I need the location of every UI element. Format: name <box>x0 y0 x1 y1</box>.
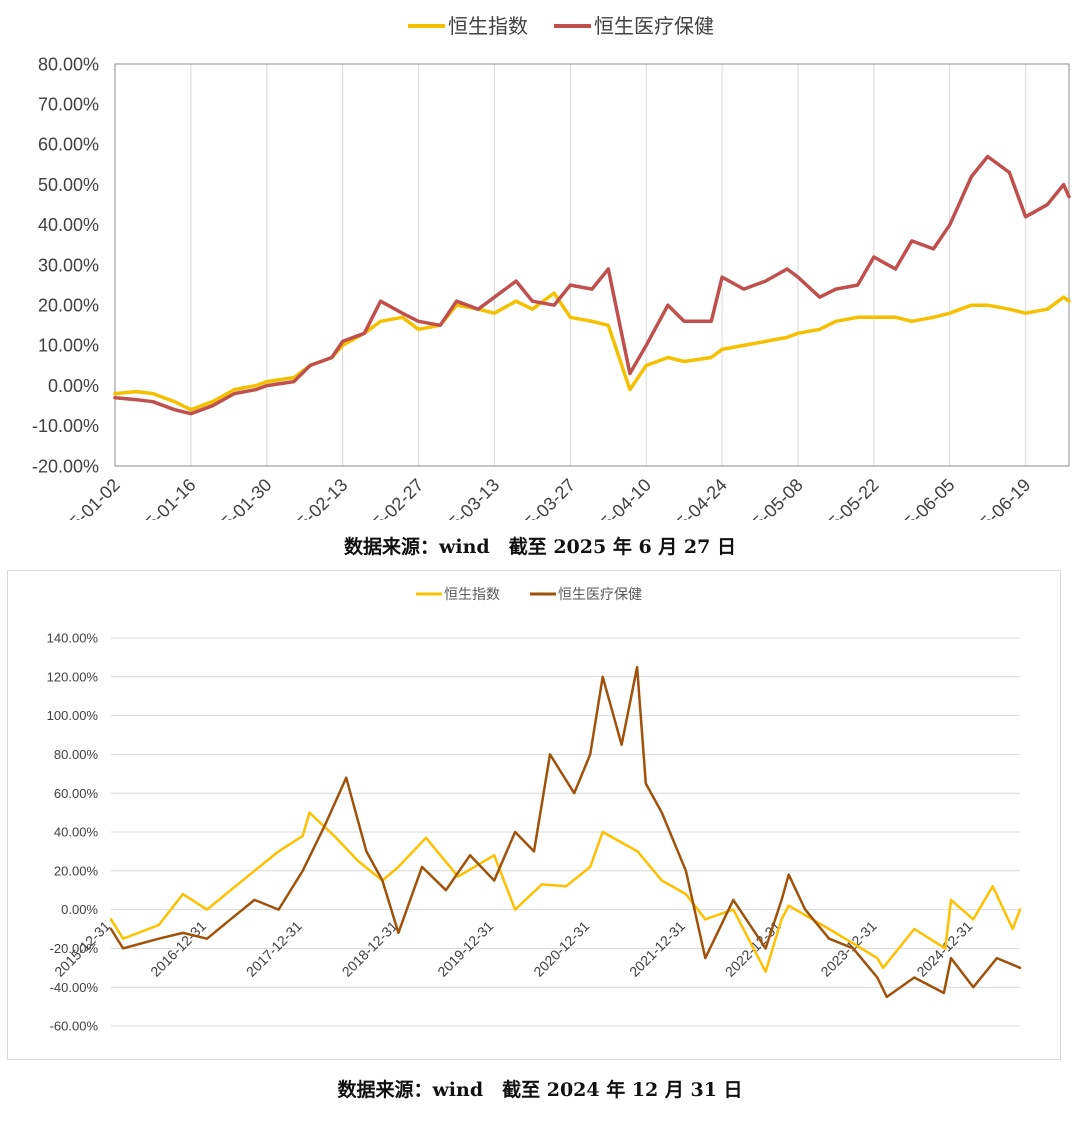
y-tick-label: 140.00% <box>47 631 99 646</box>
series-line-hang-seng-healthcare <box>109 665 1022 999</box>
chart-2-y-axis: 140.00% 120.00% 100.00% 80.00% 60.00% 40.00% 2… <box>47 631 99 1034</box>
x-tick-label: 2025-01-30 <box>196 475 275 520</box>
x-tick-label: 2025-03-27 <box>500 475 579 520</box>
x-tick-label: 2025-05-08 <box>728 475 807 520</box>
x-tick-label: 2025-06-19 <box>955 475 1034 520</box>
y-tick-label: 100.00% <box>47 708 99 723</box>
chart-1-legend: 恒生指数 恒生医疗保健 <box>408 15 714 38</box>
y-tick-label: 60.00% <box>54 786 99 801</box>
chart-2-gridlines <box>111 637 1020 1027</box>
x-tick-label: 2025-02-13 <box>272 475 351 520</box>
y-tick-label: 120.00% <box>47 669 99 684</box>
chart-2-legend: 恒生指数 恒生医疗保健 <box>416 586 642 602</box>
x-tick-label: 2025-01-16 <box>120 475 199 520</box>
y-tick-label: 30.00% <box>38 255 99 275</box>
y-tick-label: 0.00% <box>48 376 99 396</box>
y-tick-label: 40.00% <box>38 215 99 235</box>
chart-2-source-note: 数据来源：wind 截至 2024 年 12 月 31 日 <box>337 1079 743 1101</box>
y-tick-label: 20.00% <box>54 863 99 878</box>
x-tick-label: 2025-01-02 <box>45 475 124 520</box>
y-tick-label: 60.00% <box>38 135 99 155</box>
series-line-hang-seng-index <box>109 811 1022 973</box>
chart-1-hsi-vs-health-2025: 恒生指数 恒生医疗保健 80.00% 70.00% 60.00% 50.00% 40.0… <box>32 15 1071 520</box>
chart-1-series <box>113 154 1071 416</box>
x-tick-label: 2025-03-13 <box>424 475 503 520</box>
x-tick-label: 2025-05-22 <box>803 475 882 520</box>
legend-label-health-2: 恒生医疗保健 <box>558 586 642 602</box>
chart-1-gridlines <box>114 64 1027 466</box>
y-tick-label: 10.00% <box>38 336 99 356</box>
chart-2-hsi-vs-health-longterm: 恒生指数 恒生医疗保健 140.00% 120.00% 100.00% 80.00% 6… <box>47 586 1022 1034</box>
x-tick-label: 2025-02-27 <box>348 475 427 520</box>
y-tick-label: 50.00% <box>38 175 99 195</box>
x-tick-label: 2025-04-10 <box>576 475 655 520</box>
chart-2-series <box>109 665 1022 999</box>
legend-label-index-2: 恒生指数 <box>444 586 500 602</box>
y-tick-label: 80.00% <box>38 54 99 74</box>
y-tick-label: -60.00% <box>50 1019 99 1034</box>
chart-1-x-axis: 2025-01-022025-01-162025-01-302025-02-13… <box>45 475 1035 520</box>
x-tick-label: 2025-06-05 <box>879 475 958 520</box>
y-tick-label: -40.00% <box>50 980 99 995</box>
chart-1-plot-frame <box>114 63 1070 467</box>
y-tick-label: -10.00% <box>32 416 99 436</box>
chart-1-y-axis: 80.00% 70.00% 60.00% 50.00% 40.00% 30.00% 20.0… <box>32 54 99 476</box>
chart-1-source-note: 数据来源：wind 截至 2025 年 6 月 27 日 <box>344 536 736 558</box>
series-line-hang-seng-healthcare <box>113 154 1071 416</box>
y-tick-label: -20.00% <box>50 941 99 956</box>
y-tick-label: 80.00% <box>54 747 99 762</box>
y-tick-label: 70.00% <box>38 95 99 115</box>
x-tick-label: 2025-04-24 <box>652 475 731 520</box>
legend-label-index: 恒生指数 <box>448 15 528 38</box>
y-tick-label: -20.00% <box>32 456 99 476</box>
series-line-hang-seng-index <box>113 291 1071 412</box>
chart-2-frame: 恒生指数 恒生医疗保健 140.00% 120.00% 100.00% 80.00% 6… <box>7 570 1061 1060</box>
legend-label-health: 恒生医疗保健 <box>594 15 714 38</box>
y-tick-label: 40.00% <box>54 825 99 840</box>
y-tick-label: 20.00% <box>38 296 99 316</box>
y-tick-label: 0.00% <box>61 902 98 917</box>
